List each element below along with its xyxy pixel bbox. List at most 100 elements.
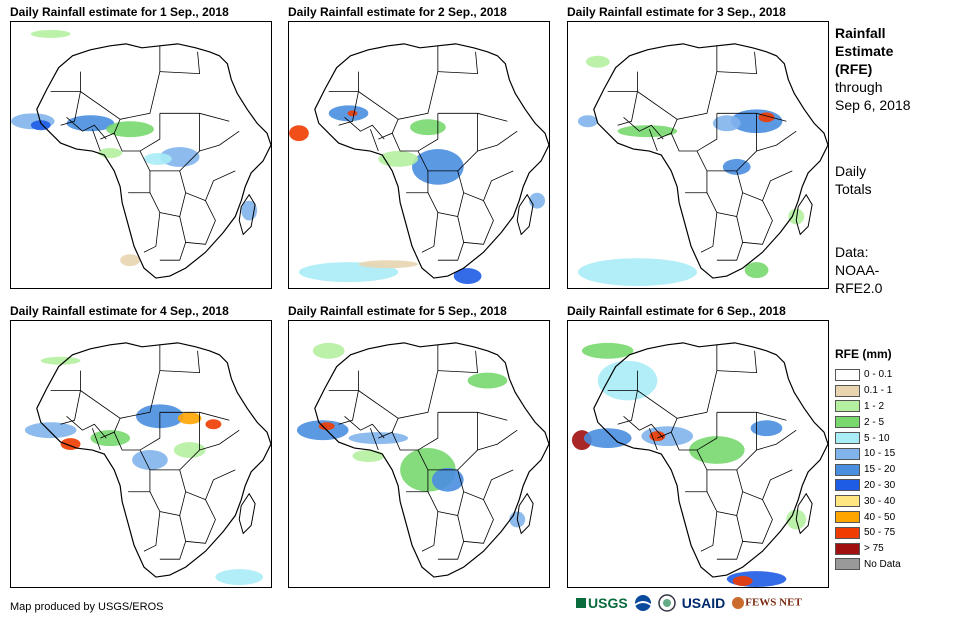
legend-label: 15 - 20	[864, 464, 896, 476]
legend-item: 30 - 40	[835, 493, 901, 509]
country-border	[92, 428, 101, 451]
country-border	[159, 112, 230, 122]
data-source-label: Data: NOAA- RFE2.0	[835, 243, 882, 297]
rainfall-area	[205, 419, 222, 430]
legend-label: 1 - 2	[864, 400, 885, 412]
country-border	[179, 499, 216, 544]
rainfall-area	[352, 450, 385, 462]
country-border	[457, 170, 514, 202]
panel-title: Daily Rainfall estimate for 3 Sep., 2018	[567, 5, 786, 19]
country-border	[143, 511, 161, 552]
rainfall-area	[581, 342, 634, 359]
legend-item: 0.1 - 1	[835, 383, 901, 399]
rainfall-area	[40, 356, 81, 365]
fews-globe-icon	[732, 597, 745, 609]
legend-swatch	[835, 384, 860, 397]
country-border	[637, 71, 718, 120]
data-line: NOAA-	[835, 262, 880, 278]
country-border	[716, 411, 787, 421]
country-border	[338, 390, 359, 425]
rainfall-area	[412, 149, 464, 185]
country-border	[477, 130, 518, 152]
rainfall-map	[10, 21, 272, 289]
country-border	[370, 428, 379, 451]
madagascar-outline	[516, 193, 534, 236]
panel-title: Daily Rainfall estimate for 2 Sep., 2018	[288, 5, 507, 19]
rainfall-map	[567, 21, 829, 289]
rainfall-map-panel: Daily Rainfall estimate for 4 Sep., 2018	[10, 304, 272, 588]
rainfall-area	[215, 569, 264, 585]
rainfall-area	[788, 208, 805, 225]
country-border	[706, 491, 744, 516]
rainfall-map-panel: Daily Rainfall estimate for 5 Sep., 2018	[288, 304, 550, 588]
country-border	[649, 129, 658, 152]
usgs-logo: USGS	[576, 595, 628, 611]
fews-net-logo-text: FEWS NET	[745, 596, 802, 609]
rainfall-area	[467, 372, 508, 389]
product-title-line: Estimate	[835, 43, 894, 59]
panel-title: Daily Rainfall estimate for 6 Sep., 2018	[567, 304, 786, 318]
country-border	[421, 212, 439, 253]
country-border	[427, 192, 465, 217]
legend-swatch	[835, 495, 860, 508]
legend-swatch	[835, 511, 860, 524]
panel-title: Daily Rainfall estimate for 1 Sep., 2018	[10, 5, 229, 19]
country-border	[159, 541, 187, 560]
country-border	[437, 242, 465, 261]
country-border	[92, 129, 101, 152]
rainfall-area	[577, 115, 598, 128]
legend-label: > 75	[864, 543, 884, 555]
country-border	[421, 511, 439, 552]
logo-bar: USGS USAID FEWS NET	[576, 594, 802, 612]
country-border	[700, 212, 718, 253]
country-border	[66, 415, 107, 439]
country-border	[159, 350, 200, 374]
country-border	[199, 130, 240, 152]
country-border	[199, 429, 240, 451]
rainfall-area	[617, 125, 678, 138]
rainfall-area	[431, 467, 464, 492]
rainfall-map-panel: Daily Rainfall estimate for 1 Sep., 2018	[10, 5, 272, 289]
legend-label: 0 - 0.1	[864, 369, 893, 381]
rainfall-area	[296, 420, 349, 441]
legend-label: 0.1 - 1	[864, 385, 893, 397]
rainfall-area	[318, 422, 335, 431]
legend-swatch	[835, 416, 860, 429]
country-border	[696, 113, 757, 172]
country-border	[617, 91, 638, 126]
rainfall-map	[288, 21, 550, 289]
country-border	[370, 129, 379, 152]
product-title: Rainfall Estimate (RFE) through Sep 6, 2…	[835, 24, 911, 114]
legend-label: 30 - 40	[864, 495, 896, 507]
data-line: RFE2.0	[835, 280, 883, 296]
country-border	[66, 116, 107, 140]
legend-label: No Data	[864, 558, 901, 570]
rainfall-area	[378, 151, 419, 167]
rainfall-area	[90, 430, 131, 447]
country-border	[696, 412, 757, 471]
legend-swatch	[835, 447, 860, 460]
legend-swatch	[835, 526, 860, 539]
legend-swatch	[835, 463, 860, 476]
country-border	[437, 51, 478, 75]
legend-item: 20 - 30	[835, 478, 901, 494]
country-border	[149, 491, 187, 516]
legend-item: > 75	[835, 541, 901, 557]
country-border	[716, 350, 757, 374]
product-title-line: Rainfall	[835, 25, 886, 41]
legend-label: 10 - 15	[864, 448, 896, 460]
doi-seal-icon	[657, 594, 676, 612]
legend-label: 5 - 10	[864, 432, 890, 444]
madagascar-outline	[516, 492, 534, 535]
country-border	[143, 212, 161, 253]
country-border	[159, 51, 200, 75]
rainfall-area	[312, 342, 345, 359]
rainfall-area	[30, 29, 71, 38]
rainfall-area	[173, 442, 206, 458]
rainfall-map-panel: Daily Rainfall estimate for 6 Sep., 2018	[567, 304, 829, 588]
legend-item: 15 - 20	[835, 462, 901, 478]
rainfall-area	[750, 420, 783, 437]
legend-item: 2 - 5	[835, 414, 901, 430]
country-border	[159, 242, 187, 261]
country-border	[344, 415, 385, 439]
